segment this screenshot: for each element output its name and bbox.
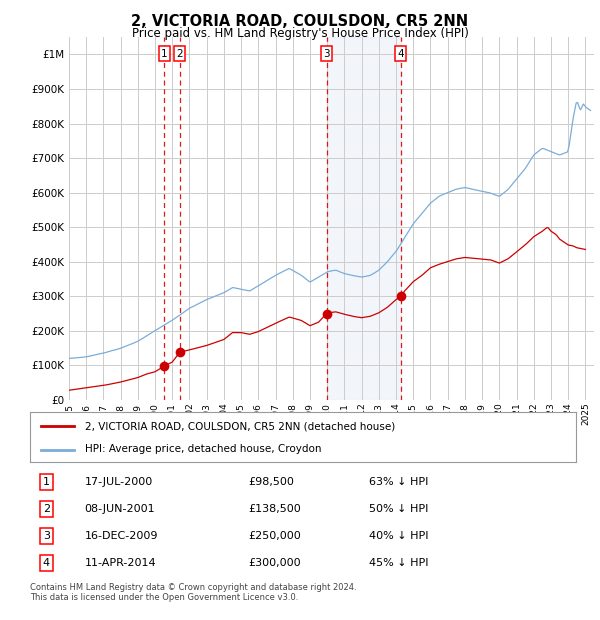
Text: 2, VICTORIA ROAD, COULSDON, CR5 2NN: 2, VICTORIA ROAD, COULSDON, CR5 2NN — [131, 14, 469, 29]
Text: 2: 2 — [176, 48, 183, 58]
Text: 3: 3 — [43, 531, 50, 541]
Text: £300,000: £300,000 — [248, 558, 301, 568]
Text: 50% ↓ HPI: 50% ↓ HPI — [368, 504, 428, 514]
Text: £250,000: £250,000 — [248, 531, 301, 541]
Text: 2: 2 — [43, 504, 50, 514]
Text: 1: 1 — [43, 477, 50, 487]
Bar — [326, 37, 401, 400]
Text: £138,500: £138,500 — [248, 504, 301, 514]
Text: 17-JUL-2000: 17-JUL-2000 — [85, 477, 153, 487]
Text: 11-APR-2014: 11-APR-2014 — [85, 558, 156, 568]
Text: 16-DEC-2009: 16-DEC-2009 — [85, 531, 158, 541]
Text: 45% ↓ HPI: 45% ↓ HPI — [368, 558, 428, 568]
Text: 4: 4 — [43, 558, 50, 568]
Text: 4: 4 — [398, 48, 404, 58]
Text: HPI: Average price, detached house, Croydon: HPI: Average price, detached house, Croy… — [85, 445, 321, 454]
Text: Contains HM Land Registry data © Crown copyright and database right 2024.
This d: Contains HM Land Registry data © Crown c… — [30, 583, 356, 602]
Text: 1: 1 — [161, 48, 167, 58]
Text: £98,500: £98,500 — [248, 477, 294, 487]
Text: 40% ↓ HPI: 40% ↓ HPI — [368, 531, 428, 541]
Text: 08-JUN-2001: 08-JUN-2001 — [85, 504, 155, 514]
Text: 3: 3 — [323, 48, 330, 58]
Text: 63% ↓ HPI: 63% ↓ HPI — [368, 477, 428, 487]
Text: Price paid vs. HM Land Registry's House Price Index (HPI): Price paid vs. HM Land Registry's House … — [131, 27, 469, 40]
Text: 2, VICTORIA ROAD, COULSDON, CR5 2NN (detached house): 2, VICTORIA ROAD, COULSDON, CR5 2NN (det… — [85, 421, 395, 431]
